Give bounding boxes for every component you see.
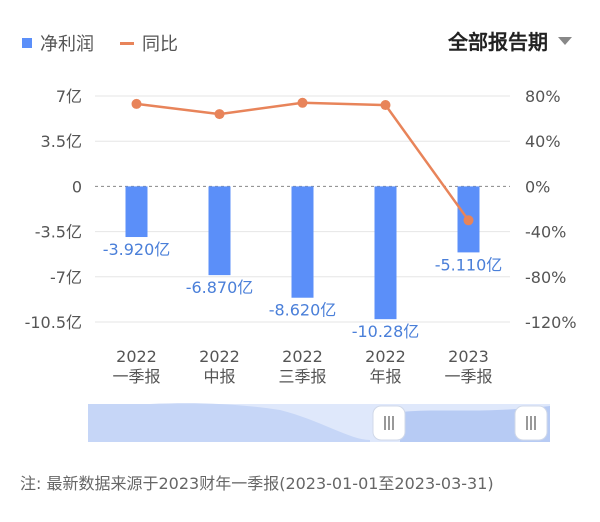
legend-label-yoy: 同比 bbox=[142, 34, 178, 55]
yoy-point bbox=[463, 215, 474, 226]
bar bbox=[208, 186, 231, 276]
bar bbox=[291, 186, 314, 298]
x-tick-label-period: 三季报 bbox=[278, 367, 326, 386]
caret-down-icon bbox=[558, 36, 572, 45]
y-left-tick-label: 3.5亿 bbox=[41, 132, 82, 151]
y-left-tick-label: 0 bbox=[72, 177, 82, 196]
y-right-tick-label: 40% bbox=[525, 132, 561, 151]
legend: 净利润 同比 bbox=[22, 30, 178, 56]
legend-item-yoy[interactable]: 同比 bbox=[120, 30, 178, 56]
y-left-tick-label: -7亿 bbox=[50, 268, 82, 287]
yoy-point bbox=[131, 98, 142, 109]
legend-label-net-profit: 净利润 bbox=[40, 34, 94, 55]
x-tick-label-period: 一季报 bbox=[112, 367, 160, 386]
legend-item-net-profit[interactable]: 净利润 bbox=[22, 30, 94, 56]
x-tick-label-period: 一季报 bbox=[444, 367, 492, 386]
x-tick-label-year: 2022 bbox=[116, 347, 157, 366]
bar-data-label: -5.110亿 bbox=[435, 255, 503, 274]
x-tick-label-year: 2022 bbox=[365, 347, 406, 366]
x-tick-label-year: 2022 bbox=[282, 347, 323, 366]
y-right-tick-label: -40% bbox=[525, 223, 566, 242]
bar bbox=[374, 186, 397, 320]
bar-data-label: -6.870亿 bbox=[186, 278, 254, 297]
y-right-tick-label: -120% bbox=[525, 313, 577, 332]
bar-data-label: -10.28亿 bbox=[352, 322, 420, 341]
y-right-tick-label: 80% bbox=[525, 87, 561, 106]
x-tick-label-period: 中报 bbox=[203, 367, 235, 386]
chart-area: 7亿 3.5亿 0 -3.5亿 -7亿 -10.5亿 80% 40% 0% -40% -80% -12… bbox=[25, 87, 577, 442]
yoy-point bbox=[380, 100, 391, 111]
y-right-tick-label: -80% bbox=[525, 268, 566, 287]
range-slider-selection bbox=[400, 406, 550, 442]
bar-swatch-icon bbox=[22, 38, 32, 48]
y-left-tick-label: -10.5亿 bbox=[25, 313, 82, 332]
range-slider-preview bbox=[88, 403, 370, 442]
line-swatch-icon bbox=[120, 41, 134, 45]
bar-data-label: -3.920亿 bbox=[103, 240, 171, 259]
data-source-note: 注: 最新数据来源于2023财年一季报(2023-01-01至2023-03-3… bbox=[20, 474, 494, 493]
x-tick-label-year: 2022 bbox=[199, 347, 240, 366]
y-left-tick-label: 7亿 bbox=[56, 87, 82, 106]
period-selector-label: 全部报告期 bbox=[448, 30, 548, 54]
bar bbox=[125, 186, 148, 238]
period-selector[interactable]: 全部报告期 bbox=[448, 26, 572, 55]
y-right-tick-label: 0% bbox=[525, 177, 550, 196]
yoy-point bbox=[214, 109, 225, 120]
yoy-point bbox=[297, 97, 308, 108]
y-left-tick-label: -3.5亿 bbox=[35, 223, 82, 242]
bar-data-label: -8.620亿 bbox=[269, 301, 337, 320]
x-tick-label-year: 2023 bbox=[448, 347, 489, 366]
x-tick-label-period: 年报 bbox=[369, 367, 401, 386]
